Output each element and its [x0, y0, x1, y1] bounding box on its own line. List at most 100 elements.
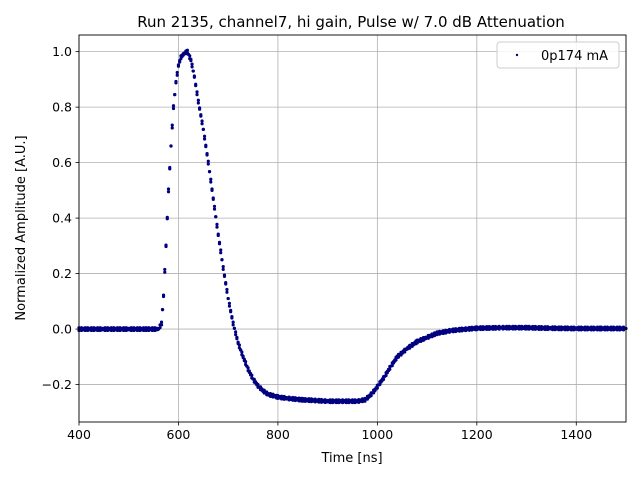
legend-box [496, 41, 620, 69]
data-point [178, 60, 182, 64]
x-axis-label: Time [ns] [320, 451, 382, 466]
data-point [159, 320, 164, 324]
data-point [159, 323, 164, 327]
y-tick-label: 0.4 [52, 211, 72, 226]
data-point [171, 106, 176, 111]
data-point [195, 90, 199, 94]
data-point [192, 74, 196, 78]
x-tick-label: 800 [266, 427, 290, 442]
data-point [169, 144, 173, 148]
data-point [161, 294, 166, 299]
data-point [363, 399, 367, 403]
data-point [185, 48, 190, 52]
data-point [209, 177, 213, 181]
y-tick-label: 0.8 [52, 100, 72, 115]
y-tick-label: 0.2 [52, 266, 72, 281]
data-point [219, 251, 223, 255]
data-point [160, 308, 165, 312]
data-point [212, 204, 217, 208]
y-tick-label: 1.0 [52, 44, 72, 59]
data-point [175, 70, 179, 75]
data-point [202, 137, 207, 141]
data-point [170, 126, 174, 130]
data-point [227, 301, 232, 305]
data-point [388, 367, 392, 371]
data-point [221, 265, 225, 269]
axis-ticks: 400 600 800 1000 1200 1400 −0.2 0.0 0.2 0.4 0.6 0.8… [42, 44, 593, 442]
data-point [243, 360, 248, 364]
data-point [195, 93, 199, 97]
data-point [225, 290, 229, 294]
x-tick-label: 600 [167, 427, 191, 442]
data-point [219, 248, 223, 252]
data-point [176, 63, 181, 67]
data-point [212, 207, 217, 211]
data-point [210, 187, 214, 191]
data-point [188, 54, 192, 58]
data-point [232, 326, 236, 330]
data-point [158, 326, 162, 330]
data-point [190, 62, 194, 66]
data-point [163, 270, 167, 274]
data-point [252, 377, 256, 381]
data-point [166, 190, 171, 194]
data-point [229, 308, 233, 312]
data-point [199, 114, 203, 118]
data-point [375, 386, 379, 390]
legend-marker [515, 53, 519, 57]
legend-label: 0p174 mA [541, 49, 608, 64]
data-point [207, 170, 212, 174]
y-tick-label: −0.2 [42, 377, 72, 392]
x-tick-label: 1400 [560, 427, 592, 442]
data-point [200, 119, 204, 123]
data-point [226, 296, 230, 301]
data-point [191, 69, 195, 73]
data-point [378, 382, 382, 387]
data-point [174, 81, 178, 85]
plot-frame [78, 34, 627, 423]
data-point [165, 217, 169, 221]
data-point [241, 354, 245, 358]
data-point [168, 165, 172, 170]
data-point [390, 363, 394, 368]
y-tick-label: 0.6 [52, 155, 72, 170]
data-point [171, 104, 176, 108]
data-point [396, 355, 401, 359]
data-point [216, 232, 220, 236]
data-point [369, 394, 373, 398]
data-point [197, 106, 202, 110]
data-point [237, 343, 241, 347]
data-point [224, 282, 228, 286]
data-point [394, 358, 398, 362]
x-tick-label: 400 [67, 427, 91, 442]
data-point [250, 373, 254, 377]
data-point [403, 350, 407, 354]
legend: 0p174 mA [496, 41, 620, 69]
data-point [220, 258, 224, 262]
data-point [202, 134, 207, 138]
data-point [170, 123, 174, 127]
data-point [164, 243, 168, 247]
data-point [201, 127, 205, 131]
data-point [215, 222, 219, 226]
chart-title: Run 2135, channel7, hi gain, Pulse w/ 7.… [137, 13, 565, 31]
data-point [234, 333, 238, 337]
data-point [247, 369, 251, 373]
data-point [166, 187, 171, 191]
data-series [77, 48, 628, 405]
data-point [234, 330, 238, 334]
data-point [200, 122, 204, 126]
data-point [190, 65, 194, 69]
data-point [246, 366, 250, 370]
data-point [214, 215, 218, 219]
data-point [227, 304, 232, 308]
data-point [215, 225, 219, 229]
y-tick-label: 0.0 [52, 322, 72, 337]
data-point [163, 267, 167, 272]
data-point [222, 273, 227, 277]
data-point [205, 153, 209, 157]
data-point [209, 180, 213, 184]
data-point [231, 323, 235, 327]
